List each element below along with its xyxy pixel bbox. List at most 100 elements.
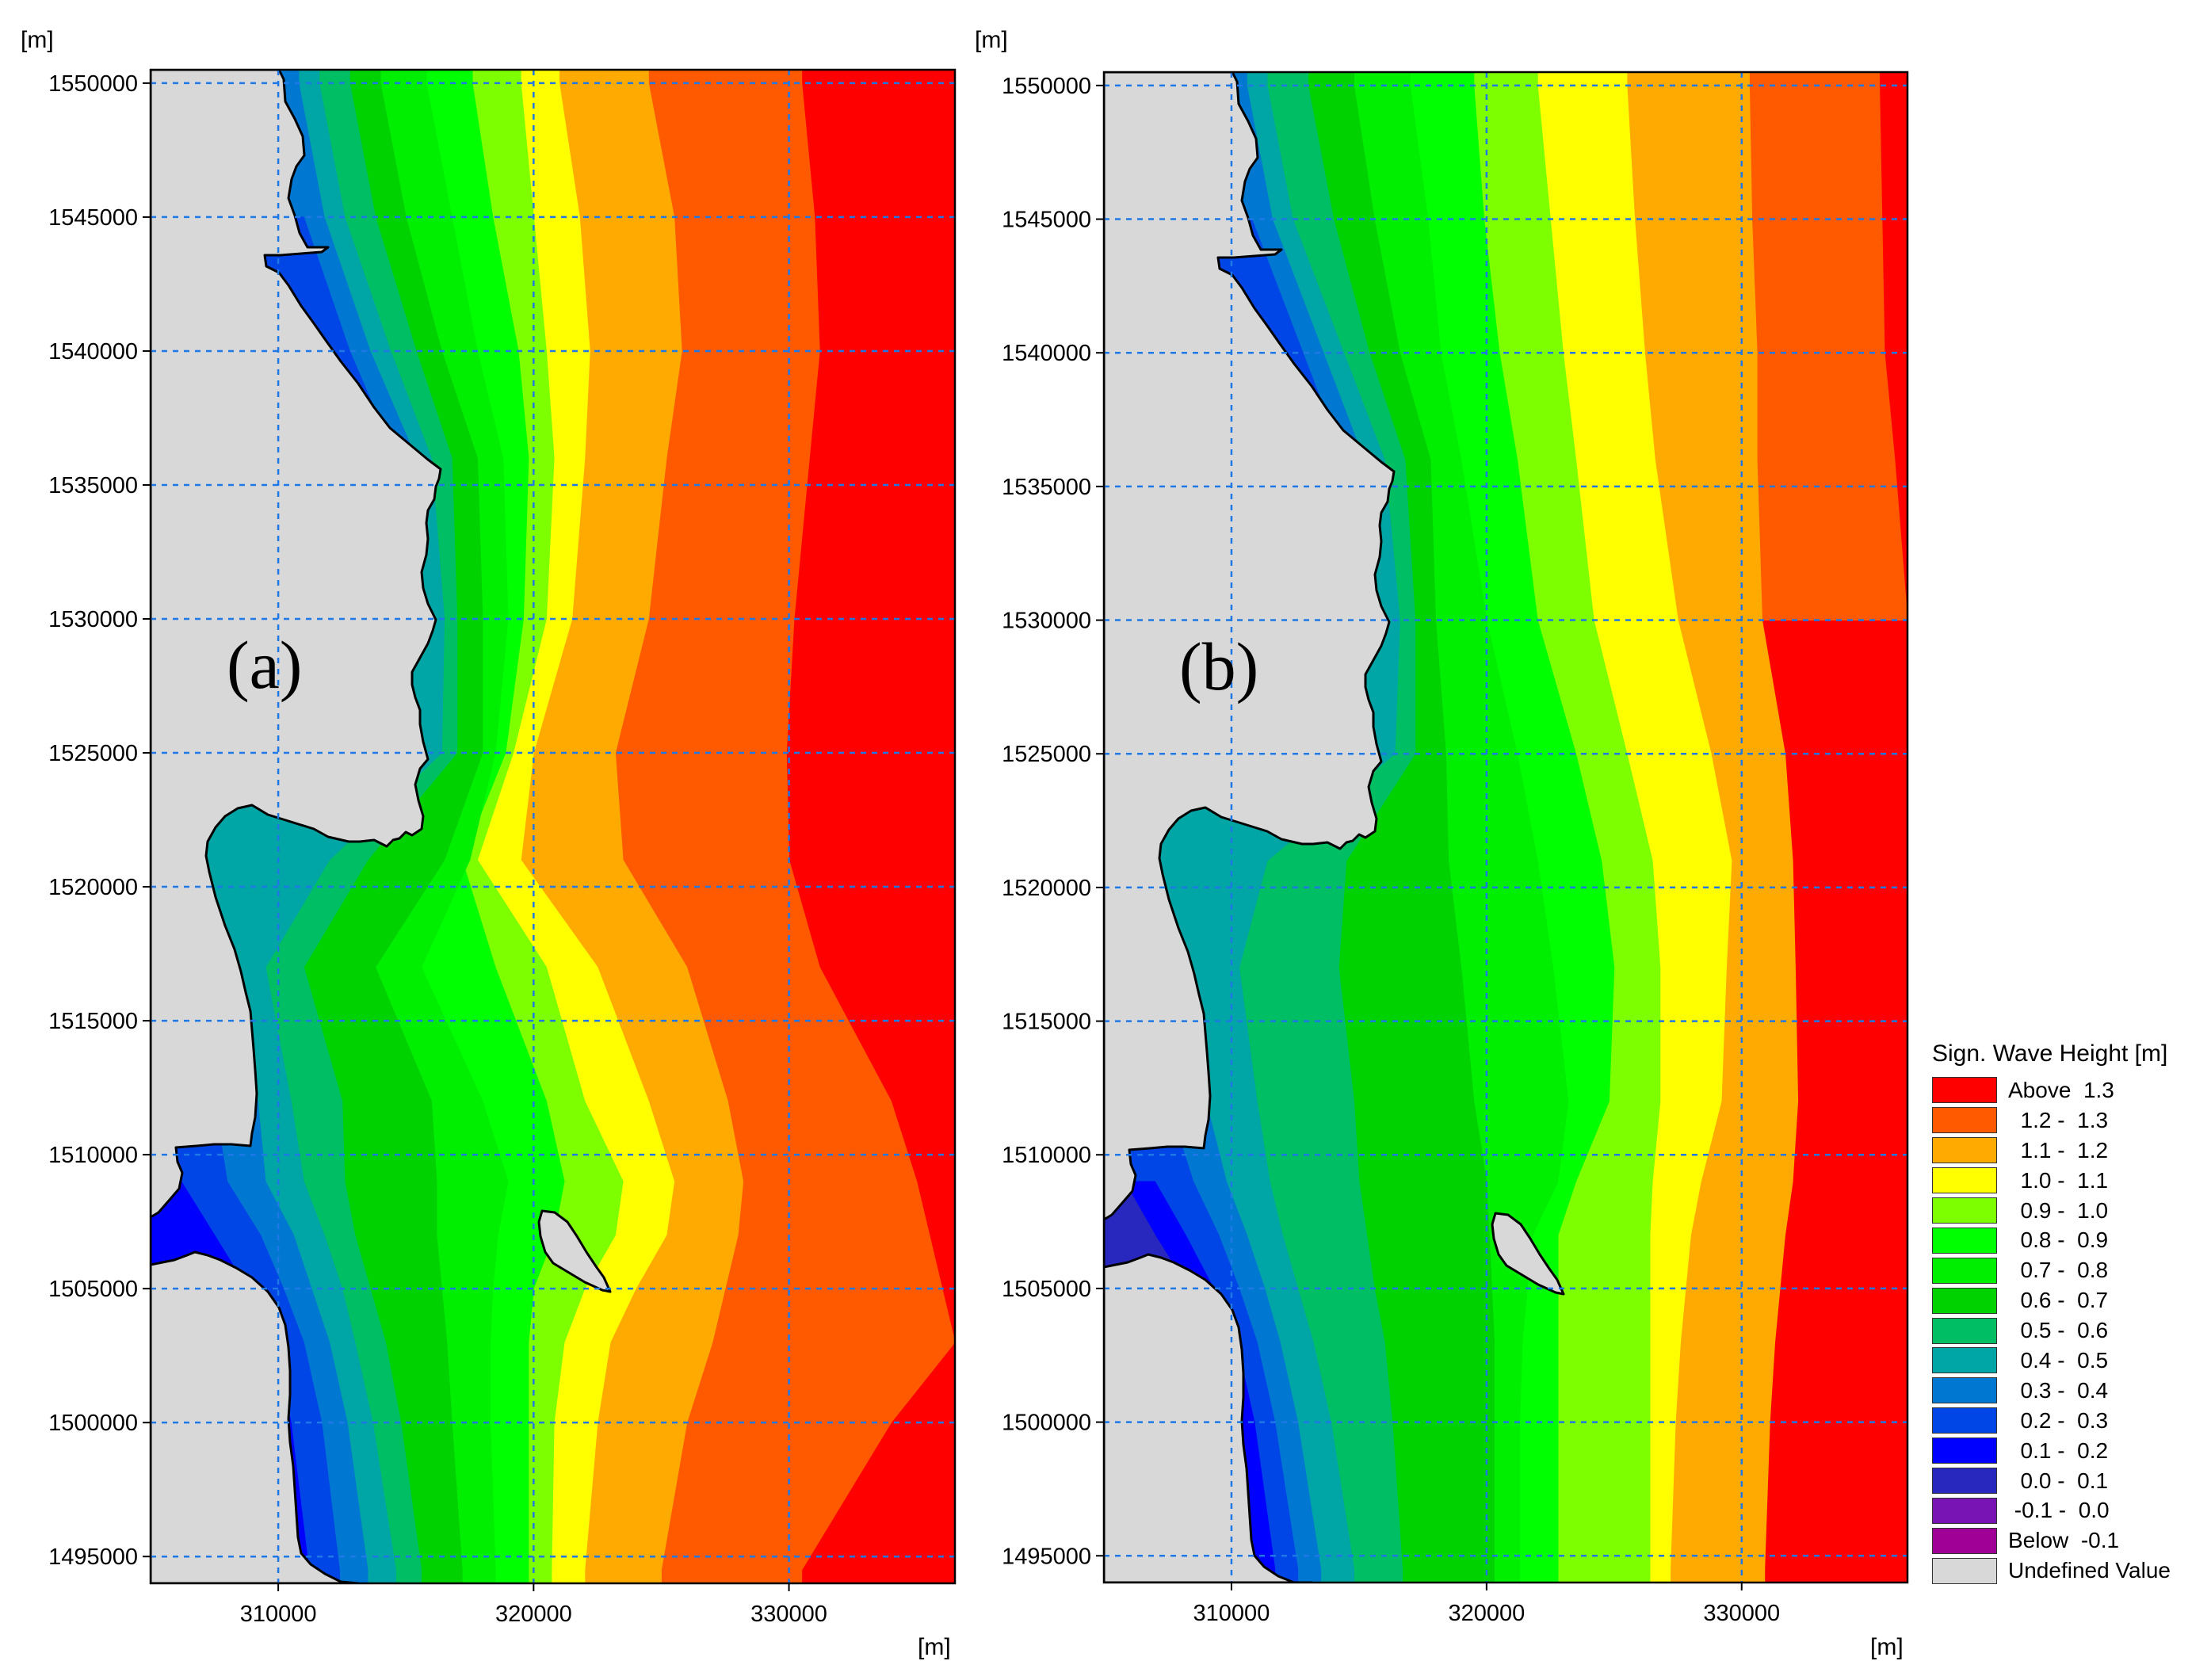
y-tick-label: 1505000 bbox=[48, 1277, 138, 1302]
legend-swatch bbox=[1932, 1137, 1997, 1164]
y-tick-label: 1510000 bbox=[48, 1143, 138, 1168]
legend-title: Sign. Wave Height [m] bbox=[1932, 1040, 2168, 1067]
legend-swatch bbox=[1932, 1287, 1997, 1314]
legend-item: 0.2 - 0.3 bbox=[1932, 1406, 2201, 1436]
legend-item: 0.0 - 0.1 bbox=[1932, 1466, 2201, 1496]
plot-frame-a bbox=[149, 68, 957, 1585]
legend-item: Above 1.3 bbox=[1932, 1075, 2201, 1105]
legend-label: -0.1 - 0.0 bbox=[2008, 1498, 2110, 1523]
y-tick-label: 1545000 bbox=[48, 205, 138, 231]
panel-label-a: (a) bbox=[227, 627, 302, 703]
legend-item: Undefined Value bbox=[1932, 1556, 2201, 1586]
legend-label: Below -0.1 bbox=[2008, 1528, 2120, 1553]
y-tick-label: 1510000 bbox=[1002, 1143, 1091, 1168]
x-unit-label-a: [m] bbox=[918, 1634, 951, 1660]
legend: Sign. Wave Height [m] Above 1.3 1.2 - 1.… bbox=[1932, 1040, 2201, 1586]
y-tick-label: 1550000 bbox=[48, 71, 138, 97]
land-area-a bbox=[151, 70, 442, 1583]
y-tick-label: 1535000 bbox=[1002, 475, 1091, 500]
y-tick-label: 1530000 bbox=[1002, 609, 1091, 634]
panel-label-b: (b) bbox=[1179, 628, 1258, 704]
y-tick-label: 1500000 bbox=[48, 1411, 138, 1436]
x-tick-label: 330000 bbox=[1703, 1601, 1780, 1626]
legend-swatch bbox=[1932, 1197, 1997, 1224]
legend-item: 0.1 - 0.2 bbox=[1932, 1436, 2201, 1466]
y-tick-label: 1525000 bbox=[48, 741, 138, 766]
ticks-a: 1495000 1500000 1505000 1510000 1515000 15200… bbox=[48, 71, 827, 1627]
legend-swatch bbox=[1932, 1077, 1997, 1104]
legend-item: -0.1 - 0.0 bbox=[1932, 1495, 2201, 1525]
legend-label: Above 1.3 bbox=[2008, 1077, 2114, 1102]
legend-label: 0.0 - 0.1 bbox=[2008, 1468, 2109, 1493]
legend-item: 0.3 - 0.4 bbox=[1932, 1376, 2201, 1406]
y-tick-label: 1495000 bbox=[1002, 1544, 1091, 1569]
legend-swatch bbox=[1932, 1167, 1997, 1194]
legend-swatch bbox=[1932, 1227, 1997, 1254]
legend-item: 0.8 - 0.9 bbox=[1932, 1225, 2201, 1255]
y-tick-label: 1495000 bbox=[48, 1544, 138, 1570]
legend-swatch bbox=[1932, 1257, 1997, 1284]
legend-label: 0.6 - 0.7 bbox=[2008, 1288, 2109, 1313]
y-unit-label-b: [m] bbox=[975, 27, 1008, 53]
legend-item: 0.9 - 1.0 bbox=[1932, 1196, 2201, 1226]
y-tick-label: 1520000 bbox=[1002, 876, 1091, 901]
panel-a-plot: 1495000 1500000 1505000 1510000 1515000 15200… bbox=[21, 27, 957, 1660]
legend-swatch bbox=[1932, 1468, 1997, 1495]
y-unit-label-a: [m] bbox=[21, 27, 54, 53]
y-tick-label: 1520000 bbox=[48, 875, 138, 900]
legend-swatch bbox=[1932, 1497, 1997, 1524]
x-tick-label: 310000 bbox=[240, 1602, 317, 1627]
x-tick-label: 310000 bbox=[1193, 1601, 1270, 1626]
x-unit-label-b: [m] bbox=[1870, 1634, 1904, 1660]
y-tick-label: 1530000 bbox=[48, 607, 138, 632]
land-area-b bbox=[1104, 72, 1396, 1583]
island-b bbox=[1491, 1212, 1565, 1296]
legend-swatch bbox=[1932, 1347, 1997, 1374]
legend-label: 0.8 - 0.9 bbox=[2008, 1228, 2109, 1253]
panel-b-plot: 1495000 1500000 1505000 1510000 1515000 15200… bbox=[975, 27, 1909, 1660]
y-tick-label: 1540000 bbox=[48, 339, 138, 365]
y-tick-label: 1500000 bbox=[1002, 1411, 1091, 1436]
legend-swatch bbox=[1932, 1438, 1997, 1464]
legend-item: 1.1 - 1.2 bbox=[1932, 1136, 2201, 1166]
legend-item: 0.6 - 0.7 bbox=[1932, 1285, 2201, 1315]
legend-label: 0.7 - 0.8 bbox=[2008, 1258, 2109, 1283]
legend-swatch bbox=[1932, 1557, 1997, 1584]
x-tick-label: 330000 bbox=[750, 1602, 827, 1627]
legend-item: 0.5 - 0.6 bbox=[1932, 1315, 2201, 1346]
legend-item: 0.4 - 0.5 bbox=[1932, 1346, 2201, 1376]
legend-label: 1.0 - 1.1 bbox=[2008, 1167, 2109, 1193]
legend-item: Below -0.1 bbox=[1932, 1525, 2201, 1556]
legend-label: 1.1 - 1.2 bbox=[2008, 1137, 2109, 1163]
legend-item: 1.0 - 1.1 bbox=[1932, 1166, 2201, 1196]
ticks-b: 1495000 1500000 1505000 1510000 1515000 15200… bbox=[1002, 74, 1780, 1626]
legend-label: Undefined Value bbox=[2008, 1558, 2171, 1583]
legend-swatch bbox=[1932, 1407, 1997, 1434]
legend-entries: Above 1.3 1.2 - 1.3 1.1 - 1.2 1.0 - 1.1 … bbox=[1932, 1075, 2201, 1586]
legend-swatch bbox=[1932, 1317, 1997, 1344]
island-a bbox=[537, 1209, 612, 1293]
y-tick-label: 1535000 bbox=[48, 473, 138, 498]
grid-b bbox=[1104, 72, 1907, 1583]
legend-swatch bbox=[1932, 1107, 1997, 1134]
legend-swatch bbox=[1932, 1527, 1997, 1554]
y-tick-label: 1525000 bbox=[1002, 742, 1091, 767]
x-tick-label: 320000 bbox=[1448, 1601, 1525, 1626]
legend-swatch bbox=[1932, 1377, 1997, 1404]
grid-a bbox=[151, 70, 955, 1583]
y-tick-label: 1515000 bbox=[48, 1009, 138, 1034]
legend-item: 0.7 - 0.8 bbox=[1932, 1255, 2201, 1285]
y-tick-label: 1540000 bbox=[1002, 341, 1091, 366]
y-tick-label: 1550000 bbox=[1002, 74, 1091, 99]
y-tick-label: 1545000 bbox=[1002, 208, 1091, 233]
legend-label: 0.1 - 0.2 bbox=[2008, 1438, 2109, 1463]
legend-label: 0.2 - 0.3 bbox=[2008, 1407, 2109, 1433]
legend-label: 1.2 - 1.3 bbox=[2008, 1107, 2109, 1132]
plot-frame-b bbox=[1102, 71, 1909, 1584]
x-tick-label: 320000 bbox=[495, 1602, 572, 1627]
y-tick-label: 1505000 bbox=[1002, 1277, 1091, 1302]
legend-label: 0.5 - 0.6 bbox=[2008, 1318, 2109, 1343]
legend-label: 0.4 - 0.5 bbox=[2008, 1347, 2109, 1373]
legend-item: 1.2 - 1.3 bbox=[1932, 1105, 2201, 1136]
